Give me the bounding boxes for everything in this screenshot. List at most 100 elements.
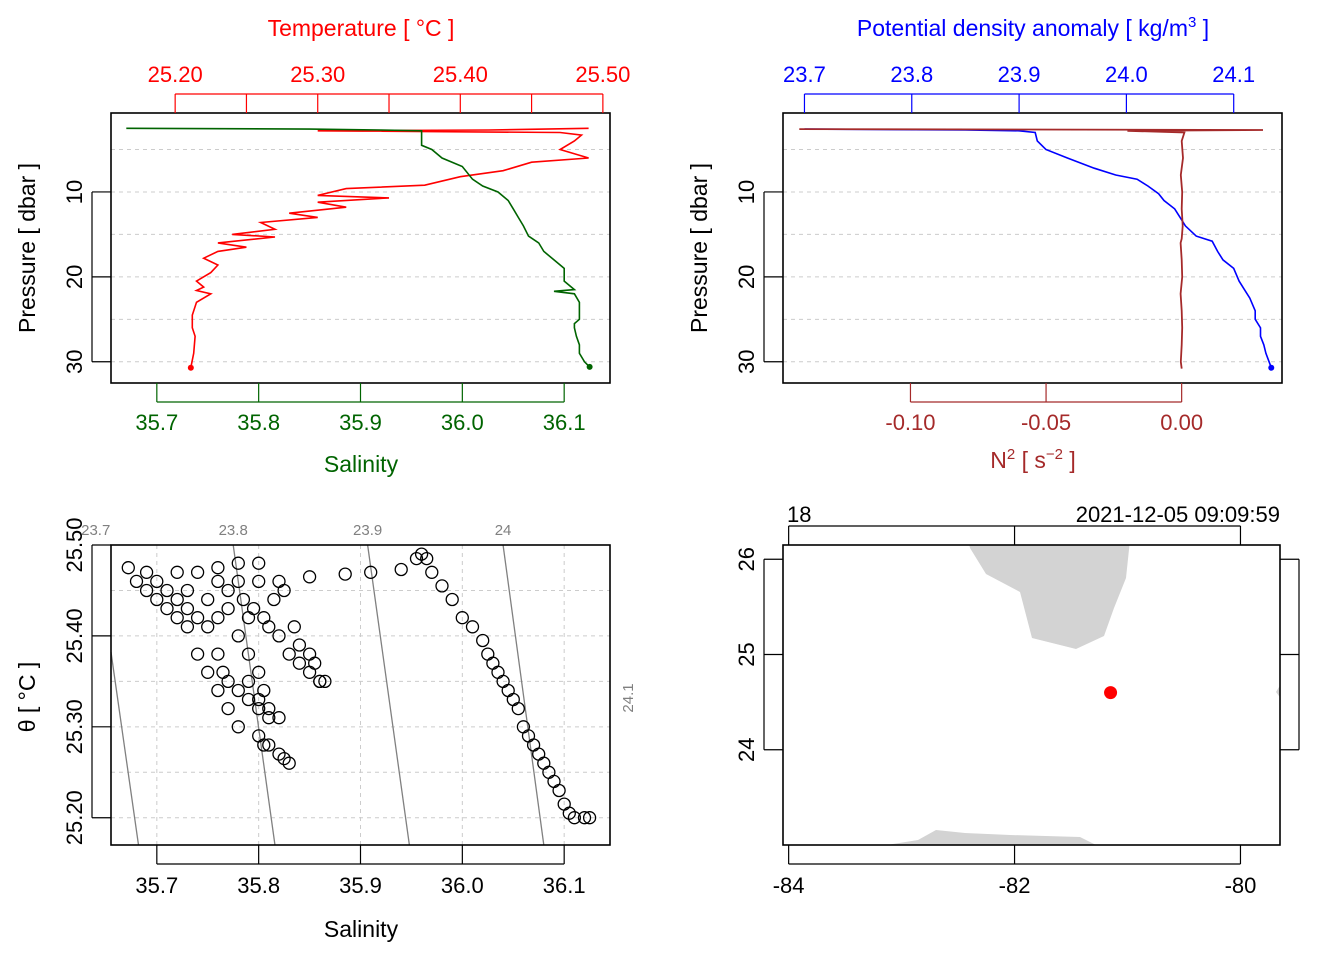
salinity-tick-label: 35.8 <box>237 410 280 435</box>
panel1-axes: 25.20 25.30 25.40 25.50 35.7 35.8 35.9 36.0 36.1… <box>62 62 630 435</box>
salinity-tick-label: 36.0 <box>441 410 484 435</box>
ts-point <box>180 601 195 616</box>
salinity-tick-label: 35.9 <box>339 873 382 898</box>
isopycnal-label: 23.7 <box>81 522 110 539</box>
ts-point <box>577 811 592 825</box>
ts-point <box>552 783 566 798</box>
isopycnal-line <box>110 652 140 846</box>
ts-point <box>252 574 266 589</box>
ts-point <box>139 583 154 598</box>
ts-point <box>252 665 266 679</box>
panel2-frame <box>782 112 1283 384</box>
ts-salinity-label: Salinity <box>324 916 399 942</box>
ts-point <box>547 774 561 789</box>
land-florida-keys <box>969 545 1130 649</box>
salinity-tick-label: 35.7 <box>135 410 178 435</box>
ts-point <box>201 665 215 679</box>
ts-point <box>211 574 225 589</box>
ts-point <box>582 811 597 825</box>
salinity-tick-label: 36.1 <box>543 873 586 898</box>
ts-point <box>211 647 225 661</box>
isopycnal-label: 23.8 <box>219 522 248 539</box>
pressure-tick-label: 30 <box>734 350 759 374</box>
panel-ts-diagram: 23.7 23.8 23.9 24 24.1 35.7 35.8 35.9 36.0 36.1 2… <box>14 517 637 942</box>
ts-point <box>241 692 256 707</box>
pressure-tick-label: 30 <box>62 350 87 374</box>
salinity-tick-label: 35.7 <box>135 873 178 898</box>
ts-point <box>292 656 307 670</box>
ts-point <box>231 629 245 643</box>
ts-point <box>231 556 245 570</box>
ts-point <box>526 738 541 752</box>
ts-point <box>241 674 256 689</box>
ts-point <box>292 638 307 652</box>
ts-point <box>491 665 505 679</box>
latitude-tick-label: 24 <box>734 738 759 762</box>
ts-point <box>262 620 276 634</box>
salinity-end-point <box>586 363 593 370</box>
ts-point <box>272 711 286 725</box>
ts-point <box>252 692 266 707</box>
ts-point <box>231 720 245 734</box>
ts-point <box>277 751 291 766</box>
ts-point <box>481 647 495 661</box>
panel2-grid <box>783 149 1282 363</box>
ts-point <box>302 647 317 661</box>
ts-point <box>246 601 261 616</box>
ts-point <box>241 647 256 661</box>
ts-point <box>262 738 276 752</box>
longitude-tick-label: -80 <box>1225 873 1257 898</box>
panel2-series <box>799 128 1275 371</box>
pressure-tick-label: 10 <box>62 180 87 204</box>
density-tick-label: 24.1 <box>1212 62 1255 87</box>
ts-point <box>313 674 327 689</box>
panel-station-map: -84 -82 -80 24 25 26 18 2021-12-05 09:09:59 <box>734 502 1300 898</box>
isopycnal-label: 24 <box>495 522 512 539</box>
ts-point <box>257 683 271 698</box>
ts-point <box>435 579 449 593</box>
isopycnal-line <box>502 544 545 846</box>
panel-salinity-temperature: 25.20 25.30 25.40 25.50 35.7 35.8 35.9 36.0 36.1… <box>14 15 630 477</box>
ts-point <box>262 711 276 725</box>
temperature-tick-label: 25.20 <box>148 62 203 87</box>
ts-point <box>409 551 424 566</box>
ts-point <box>455 611 469 625</box>
ts-point <box>318 674 332 689</box>
ts-point <box>567 811 582 825</box>
pressure-tick-label: 20 <box>734 265 759 289</box>
salinity-axis-label: Salinity <box>324 451 399 477</box>
panel3-grid <box>111 544 610 845</box>
temperature-tick-label: 25.30 <box>290 62 345 87</box>
ts-point <box>302 665 317 679</box>
ts-point <box>262 701 276 716</box>
ts-point <box>241 611 256 625</box>
ts-point <box>506 692 520 707</box>
ts-point <box>211 683 225 698</box>
ts-point <box>445 592 459 607</box>
ts-point <box>201 620 215 634</box>
ts-point <box>425 565 439 579</box>
ts-point <box>211 561 225 575</box>
density-end-point <box>1268 364 1275 371</box>
panel1-series <box>126 127 593 371</box>
ts-point <box>282 647 296 661</box>
ts-point <box>221 701 235 716</box>
ts-point <box>170 565 184 579</box>
ts-point <box>252 701 266 716</box>
panel-density-n2: 23.7 23.8 23.9 24.0 24.1 -0.10 -0.05 0.00 10 20 30… <box>686 14 1283 473</box>
ts-point <box>338 567 352 581</box>
theta-tick-label: 25.40 <box>62 608 87 663</box>
ts-point <box>201 592 215 607</box>
n2-tick-label: -0.05 <box>1021 410 1071 435</box>
salinity-tick-label: 35.8 <box>237 873 280 898</box>
land-edge <box>1276 685 1280 698</box>
ts-point <box>272 747 286 761</box>
theta-tick-label: 25.20 <box>62 790 87 845</box>
panel4-frame <box>782 544 1281 846</box>
ts-point <box>364 565 378 579</box>
panel3-points <box>121 547 597 825</box>
ts-point <box>216 665 230 679</box>
pressure-tick-label: 10 <box>734 180 759 204</box>
latitude-tick-label: 26 <box>734 547 759 571</box>
